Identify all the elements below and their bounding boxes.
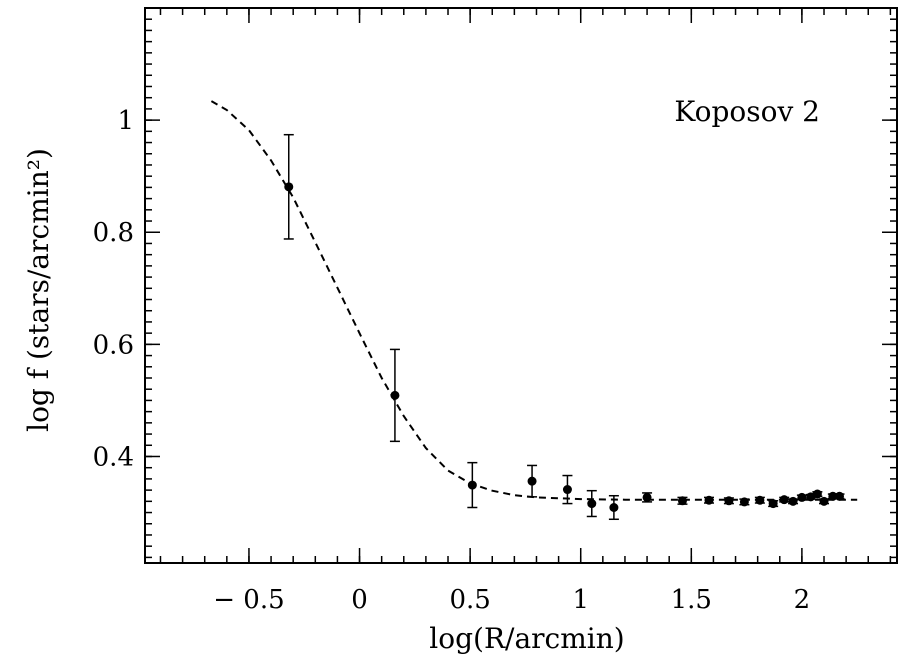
x-tick-label: 2	[794, 585, 811, 615]
x-tick-label: 1.5	[671, 585, 712, 615]
plot-frame	[144, 7, 898, 564]
x-tick-label: 0.5	[449, 585, 490, 615]
data-point	[677, 496, 688, 506]
data-point	[642, 492, 653, 503]
point-marker	[704, 495, 714, 505]
point-marker	[677, 496, 687, 506]
y-tick-label: 0.4	[93, 442, 134, 472]
data-point	[562, 474, 573, 505]
data-point	[812, 489, 823, 499]
point-marker	[779, 495, 789, 505]
point-marker	[609, 503, 619, 512]
point-marker	[527, 476, 537, 486]
point-marker	[819, 496, 829, 506]
y-tick-labels: 0.4 0.6 0.8 1	[93, 106, 134, 472]
chart-annotation: Koposov 2	[674, 95, 820, 128]
point-marker	[834, 491, 844, 501]
point-marker	[755, 495, 765, 505]
data-point	[819, 496, 830, 506]
y-tick-label: 1	[117, 106, 134, 136]
data-point	[754, 495, 765, 505]
point-marker	[390, 390, 400, 400]
x-tick-label: 1	[572, 585, 589, 615]
y-tick-label: 0.6	[93, 330, 134, 360]
point-marker	[467, 480, 477, 490]
fit-curve	[210, 100, 858, 501]
data-points	[283, 133, 845, 521]
data-point	[283, 133, 294, 240]
point-marker	[788, 496, 798, 506]
y-tick-label: 0.8	[93, 218, 134, 248]
data-point	[768, 499, 779, 509]
minor-ticks	[145, 7, 897, 563]
point-marker	[739, 497, 749, 507]
data-point	[779, 495, 790, 505]
point-marker	[642, 492, 652, 502]
data-point	[389, 348, 400, 443]
point-marker	[768, 499, 778, 509]
point-marker	[812, 489, 822, 499]
data-point	[467, 461, 478, 509]
data-point	[796, 492, 807, 502]
x-tick-label: 0	[351, 585, 368, 615]
data-point	[586, 489, 597, 518]
point-marker	[797, 492, 807, 502]
data-point	[723, 496, 734, 506]
data-point	[739, 497, 750, 507]
data-point	[834, 491, 845, 501]
point-marker	[587, 499, 597, 509]
x-tick-labels: − 0.5 0 0.5 1 1.5 2	[213, 585, 810, 615]
data-point	[788, 496, 799, 506]
point-marker	[724, 496, 734, 506]
x-tick-label: − 0.5	[213, 585, 284, 615]
data-point	[704, 495, 714, 505]
data-point	[527, 464, 538, 498]
point-marker	[284, 182, 294, 192]
y-axis-title: log f (stars/arcmin²)	[22, 148, 55, 432]
x-axis-title: log(R/arcmin)	[429, 622, 624, 655]
data-point	[608, 494, 619, 521]
point-marker	[562, 485, 572, 495]
major-ticks	[145, 8, 897, 563]
